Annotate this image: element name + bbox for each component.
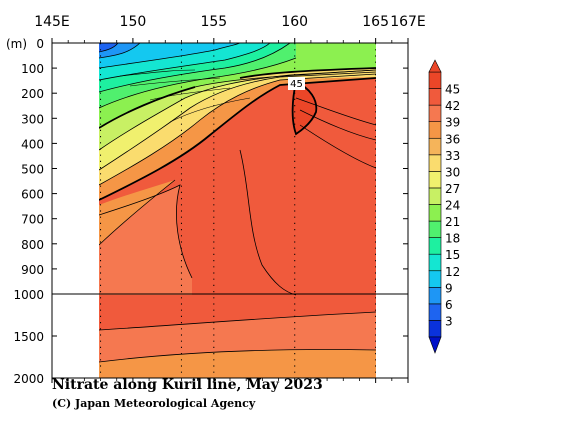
x-tick-label: 160 (281, 14, 308, 30)
y-tick-label: 2000 (13, 372, 44, 386)
x-tick-label: 145E (34, 14, 70, 30)
colorbar-label: 27 (445, 182, 460, 196)
colorbar-swatch (428, 287, 442, 305)
colorbar-label: 21 (445, 215, 460, 229)
colorbar-bottom-arrow (428, 336, 442, 354)
colorbar-label: 24 (445, 199, 460, 213)
y-tick-label: 500 (21, 163, 44, 177)
colorbar-swatch (428, 320, 442, 338)
colorbar-swatch (428, 154, 442, 172)
section-contour-fill (99, 43, 376, 378)
colorbar-swatch (428, 104, 442, 122)
y-tick-label: 1000 (13, 288, 44, 302)
band-9 (99, 43, 118, 52)
chart-credit: (C) Japan Meteorological Agency (52, 397, 256, 410)
colorbar-label: 39 (445, 116, 460, 130)
y-tick-label: 600 (21, 188, 44, 202)
colorbar-label: 36 (445, 132, 460, 146)
chart-title: Nitrate along Kuril line, May 2023 (52, 377, 323, 393)
colorbar-swatch (428, 187, 442, 205)
colorbar-swatch (428, 171, 442, 189)
y-tick-label: 800 (21, 238, 44, 252)
colorbar-swatch (428, 121, 442, 139)
colorbar-swatch (428, 71, 442, 89)
y-tick-label: 1500 (13, 330, 44, 344)
y-tick-label: 0 (36, 37, 44, 51)
band-lower-39 (99, 349, 376, 378)
colorbar-swatch (428, 220, 442, 238)
y-tick-label: 900 (21, 263, 44, 277)
x-tick-label: 150 (120, 14, 147, 30)
y-tick-label: 700 (21, 213, 44, 227)
x-axis: 145E 150 155 160 165 167E (34, 14, 426, 383)
colorbar-label: 9 (445, 281, 453, 295)
contour-label-45-text: 45 (290, 79, 303, 90)
station-markers (100, 43, 376, 378)
colorbar-label: 12 (445, 265, 460, 279)
colorbar-label: 33 (445, 149, 460, 163)
colorbar-swatch (428, 237, 442, 255)
contour-lines (99, 43, 376, 363)
colorbar-swatch (428, 270, 442, 288)
colorbar-swatch (428, 137, 442, 156)
colorbar-label: 15 (445, 248, 460, 262)
contour-label-45: 45 (288, 77, 305, 90)
x-tick-label: 165 (362, 14, 389, 30)
y-unit-label: (m) (6, 37, 27, 51)
y-axis: 0 100 200 300 400 500 600 700 800 900 1000 1500 2000 (13, 37, 408, 386)
colorbar-label: 6 (445, 298, 453, 312)
band-36-39 (99, 180, 175, 245)
colorbar-label: 42 (445, 99, 460, 113)
colorbar-label: 18 (445, 232, 460, 246)
y-tick-label: 400 (21, 137, 44, 151)
colorbar-label: 45 (445, 83, 460, 97)
colorbar-label: 3 (445, 314, 453, 328)
y-tick-label: 100 (21, 62, 44, 76)
band-upper-36 (240, 68, 376, 82)
colorbar-label: 30 (445, 165, 460, 179)
colorbar-top-arrow (428, 59, 442, 73)
band-15 (99, 43, 240, 68)
y-tick-label: 300 (21, 112, 44, 126)
x-tick-label: 167E (390, 14, 426, 30)
bold-contours (99, 67, 376, 201)
colorbar-swatch (428, 303, 442, 321)
x-tick-label: 155 (200, 14, 227, 30)
colorbar-swatch (428, 253, 442, 272)
y-tick-label: 200 (21, 87, 44, 101)
colorbar-swatch (428, 204, 442, 222)
colorbar-swatch (428, 88, 442, 106)
